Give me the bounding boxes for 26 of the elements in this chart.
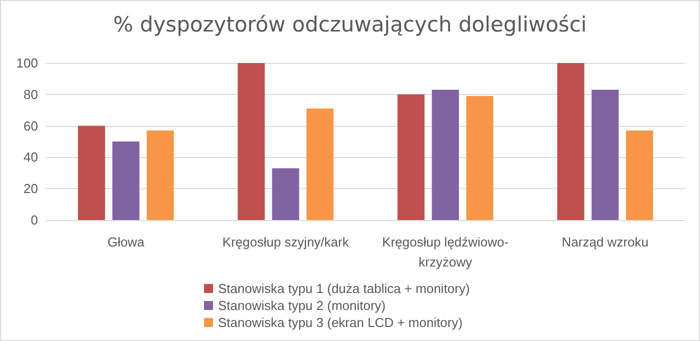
- bar: [238, 63, 265, 220]
- bar: [306, 108, 334, 220]
- bar: [272, 168, 300, 220]
- y-tick-label: 60: [24, 118, 38, 134]
- chart-title: % dyspozytorów odczuwających dolegliwości: [113, 12, 587, 36]
- x-tick-label: Kręgosłup szyjny/kark: [222, 234, 350, 250]
- legend-label: Stanowiska typu 2 (monitory): [218, 298, 386, 313]
- bar: [466, 96, 494, 220]
- bar: [397, 94, 425, 220]
- bar: [146, 130, 174, 220]
- y-tick-label: 20: [24, 181, 38, 196]
- x-tick-label: Narząd wzroku: [562, 234, 648, 250]
- bar: [432, 90, 459, 220]
- legend-label: Stanowiska typu 1 (duża tablica + monitory): [218, 281, 470, 296]
- y-tick-label: 100: [16, 56, 38, 70]
- y-tick-label: 80: [24, 86, 38, 102]
- bar: [626, 130, 654, 220]
- bar: [557, 63, 584, 220]
- x-tick-label: Głowa: [107, 234, 146, 250]
- y-tick-label: 40: [24, 150, 38, 165]
- legend-label: Stanowiska typu 3 (ekran LCD + monitory): [218, 315, 463, 330]
- bar: [78, 126, 106, 220]
- bar: [592, 90, 619, 220]
- y-tick-label: 0: [30, 212, 38, 228]
- x-tick-label: Kręgosłup lędźwiowo-krzyżowy: [382, 234, 509, 270]
- bar: [112, 142, 140, 220]
